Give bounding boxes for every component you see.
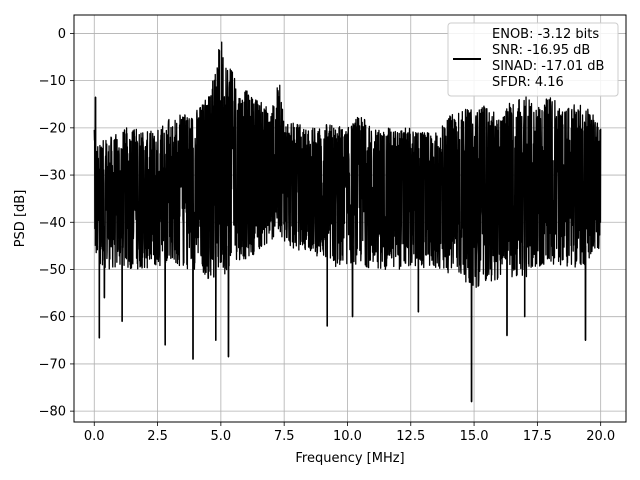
legend: ENOB: -3.12 bits SNR: -16.95 dB SINAD: -… [447,22,619,97]
y-axis-label: PSD [dB] [13,190,28,248]
legend-sinad-text: SINAD: -17.01 dB [492,59,604,74]
y-tick-label: −10 [39,74,66,89]
y-tick-label: −40 [39,216,66,231]
x-tick-label: 0.0 [84,429,105,444]
legend-enob-text: ENOB: -3.12 bits [492,27,599,42]
legend-sfdr-text: SFDR: 4.16 [492,75,564,90]
legend-box [447,22,619,97]
x-tick-label: 20.0 [586,429,615,444]
x-tick-label: 10.0 [333,429,362,444]
y-tick-label: −50 [39,263,66,278]
y-tick-label: −80 [39,405,66,420]
x-tick-label: 5.0 [211,429,232,444]
x-tick-label: 7.5 [274,429,295,444]
x-tick-label: 2.5 [147,429,168,444]
y-tick-label: −20 [39,121,66,136]
plot-frame [73,14,627,423]
psd-trace [93,41,602,403]
y-tick-label: −60 [39,310,66,325]
psd-line [93,41,602,403]
y-tick-label: 0 [58,27,66,42]
y-tick-label: −30 [39,169,66,184]
x-tick-label: 17.5 [523,429,552,444]
y-tick-label: −70 [39,357,66,372]
x-tick-label: 15.0 [460,429,489,444]
x-tick-label: 12.5 [396,429,425,444]
legend-snr-text: SNR: -16.95 dB [492,43,590,58]
axis-ticks: 0.0 2.5 5.0 7.5 10.0 12.5 15.0 17.5 20.0 0 −10 −20 −… [39,27,616,444]
x-axis-label: Frequency [MHz] [295,451,404,466]
